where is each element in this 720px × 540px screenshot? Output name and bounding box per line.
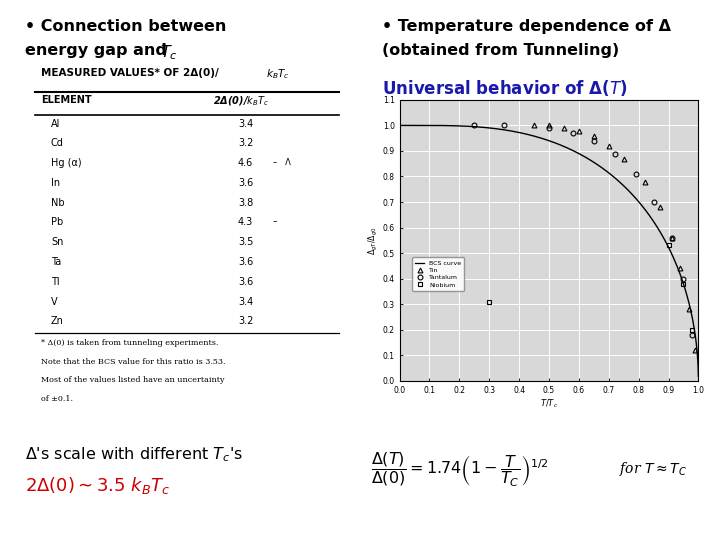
- Legend: BCS curve, Tin, Tantalum, Niobium: BCS curve, Tin, Tantalum, Niobium: [412, 257, 464, 291]
- Text: 3.2: 3.2: [238, 316, 253, 326]
- Text: $T_c$: $T_c$: [160, 43, 178, 62]
- Text: Zn: Zn: [51, 316, 64, 326]
- Text: 3.8: 3.8: [238, 198, 253, 208]
- Text: 3.5: 3.5: [238, 237, 253, 247]
- Text: Sn: Sn: [51, 237, 63, 247]
- Text: 3.6: 3.6: [238, 178, 253, 188]
- Text: 3.6: 3.6: [238, 257, 253, 267]
- Text: • Temperature dependence of Δ: • Temperature dependence of Δ: [382, 19, 670, 34]
- Text: –   Λ: – Λ: [273, 158, 291, 167]
- Text: V: V: [51, 296, 58, 307]
- Text: * Δ(0) is taken from tunneling experiments.: * Δ(0) is taken from tunneling experimen…: [42, 339, 219, 347]
- Text: $k_BT_c$: $k_BT_c$: [266, 68, 289, 82]
- Text: • Connection between: • Connection between: [25, 19, 227, 34]
- Text: 2Δ(0)/$k_BT_c$: 2Δ(0)/$k_BT_c$: [212, 95, 269, 109]
- Text: Hg (α): Hg (α): [51, 158, 81, 168]
- Text: 3.6: 3.6: [238, 277, 253, 287]
- Text: for $T \approx T_C$: for $T \approx T_C$: [619, 460, 688, 478]
- Text: Tl: Tl: [51, 277, 60, 287]
- Text: ELEMENT: ELEMENT: [42, 95, 92, 105]
- Text: Pb: Pb: [51, 218, 63, 227]
- Text: Note that the BCS value for this ratio is 3.53.: Note that the BCS value for this ratio i…: [42, 357, 226, 366]
- Text: In: In: [51, 178, 60, 188]
- Text: Universal behavior of Δ($T$): Universal behavior of Δ($T$): [382, 78, 627, 98]
- Text: –: –: [273, 218, 277, 226]
- Text: Ta: Ta: [51, 257, 61, 267]
- Text: 3.2: 3.2: [238, 138, 253, 149]
- X-axis label: $T/T_c$: $T/T_c$: [540, 397, 558, 410]
- Text: MEASURED VALUES* OF 2Δ(0)/: MEASURED VALUES* OF 2Δ(0)/: [42, 68, 219, 78]
- Text: 3.4: 3.4: [238, 296, 253, 307]
- Text: (obtained from Tunneling): (obtained from Tunneling): [382, 43, 619, 58]
- Text: energy gap and: energy gap and: [25, 43, 173, 58]
- Text: Cd: Cd: [51, 138, 64, 149]
- Text: 4.6: 4.6: [238, 158, 253, 168]
- Y-axis label: $\Delta_{gT}/\Delta_{g0}$: $\Delta_{gT}/\Delta_{g0}$: [366, 226, 380, 254]
- Text: Al: Al: [51, 119, 60, 129]
- Text: Most of the values listed have an uncertainty: Most of the values listed have an uncert…: [42, 376, 225, 384]
- Text: $2\Delta(0) \sim 3.5\ k_B T_c$: $2\Delta(0) \sim 3.5\ k_B T_c$: [25, 475, 171, 496]
- Text: 4.3: 4.3: [238, 218, 253, 227]
- Text: 3.4: 3.4: [238, 119, 253, 129]
- Text: Δ's scale with different $T_c$'s: Δ's scale with different $T_c$'s: [25, 446, 243, 464]
- Text: Nb: Nb: [51, 198, 65, 208]
- Text: $\dfrac{\Delta(T)}{\Delta(0)} = 1.74\left(1-\dfrac{T}{T_C}\right)^{1/2}$: $\dfrac{\Delta(T)}{\Delta(0)} = 1.74\lef…: [371, 451, 549, 489]
- Text: of ±0.1.: of ±0.1.: [42, 395, 73, 403]
